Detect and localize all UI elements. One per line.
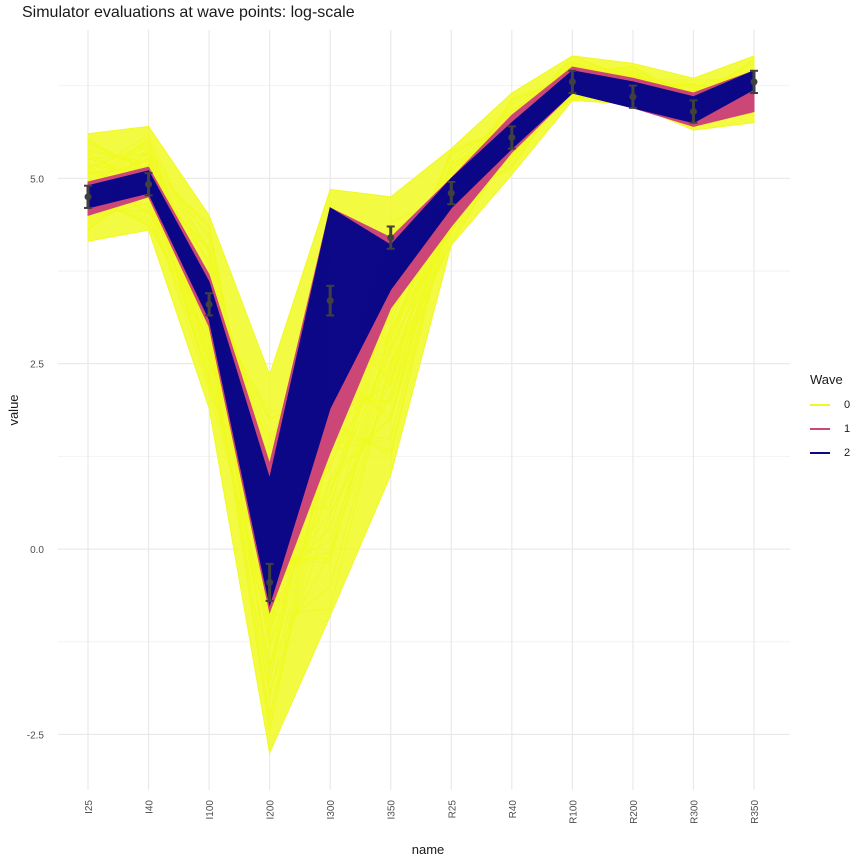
x-tick-label: R300 [689, 800, 700, 824]
x-tick-label: I25 [84, 800, 95, 814]
target-point [568, 78, 576, 86]
x-tick-label: R350 [750, 800, 761, 824]
y-tick-label: 2.5 [30, 360, 44, 371]
legend-key [810, 452, 830, 454]
legend-key [810, 404, 830, 406]
run-line [87, 81, 755, 671]
grid-layer [58, 30, 790, 790]
target-point [689, 108, 697, 116]
axes: -2.5 0.0 2.5 5.0 I25 I40 I100 I200 I300 I350 R25 R4… [6, 174, 761, 857]
target-point [750, 78, 758, 86]
x-tick-label: R40 [508, 800, 519, 819]
target-point [387, 234, 395, 242]
y-tick-label: 5.0 [30, 174, 44, 185]
legend-label: 2 [844, 447, 851, 459]
target-point [266, 578, 274, 586]
x-tick-label: I200 [266, 800, 277, 820]
legend-item: 2 [810, 441, 850, 465]
legend-key [810, 428, 830, 430]
target-point [205, 300, 213, 308]
x-tick-label: I40 [145, 800, 156, 814]
target-point [326, 297, 334, 305]
series-bands [87, 55, 755, 755]
target-point [447, 189, 455, 197]
run-line [87, 89, 755, 638]
x-tick-label: I350 [387, 800, 398, 820]
run-line [87, 67, 755, 472]
run-line [87, 78, 755, 666]
legend: Wave 0 1 2 [810, 372, 850, 465]
legend-item: 1 [810, 417, 850, 441]
target-point [629, 93, 637, 101]
target-points [84, 69, 758, 602]
run-line [87, 81, 755, 649]
band-wave-0 [87, 55, 755, 755]
x-tick-label: I300 [326, 800, 337, 820]
series-wave-0 [87, 55, 755, 755]
run-line [87, 77, 755, 670]
target-point [84, 193, 92, 201]
x-axis-label: name [412, 842, 445, 857]
y-tick-label: -2.5 [27, 730, 45, 741]
legend-items: 0 1 2 [810, 393, 850, 465]
run-line [87, 70, 755, 482]
x-tick-label: R200 [629, 800, 640, 824]
x-tick-label: R100 [568, 800, 579, 824]
legend-item: 0 [810, 393, 850, 417]
run-line [87, 66, 755, 468]
target-point [508, 134, 516, 142]
x-tick-label: R25 [447, 800, 458, 819]
series-wave-2 [87, 70, 755, 607]
chart-title: Simulator evaluations at wave points: lo… [22, 4, 355, 21]
legend-label: 1 [844, 423, 851, 435]
x-tick-label: I100 [205, 800, 216, 820]
target-point [145, 180, 153, 188]
legend-title: Wave [810, 372, 843, 387]
legend-label: 0 [844, 399, 851, 411]
y-tick-label: 0.0 [30, 545, 44, 556]
y-axis-label: value [6, 394, 21, 425]
